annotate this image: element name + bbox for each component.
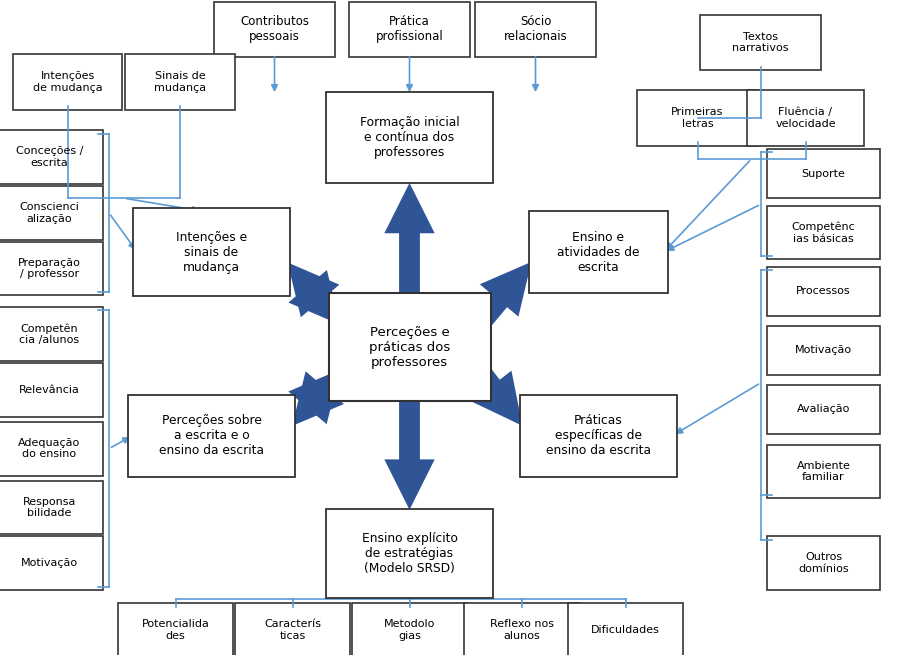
Text: Processos: Processos [796, 286, 850, 297]
Text: Sinais de
mudança: Sinais de mudança [154, 71, 206, 92]
FancyBboxPatch shape [13, 54, 122, 109]
Text: Relevância: Relevância [19, 384, 80, 395]
FancyBboxPatch shape [475, 2, 596, 58]
FancyBboxPatch shape [520, 394, 677, 477]
FancyBboxPatch shape [0, 130, 103, 184]
FancyBboxPatch shape [0, 307, 103, 361]
Text: Suporte: Suporte [802, 168, 845, 179]
Text: Fluência /
velocidade: Fluência / velocidade [775, 107, 836, 128]
FancyBboxPatch shape [529, 211, 668, 293]
FancyBboxPatch shape [747, 90, 864, 146]
FancyBboxPatch shape [0, 422, 103, 476]
FancyBboxPatch shape [214, 2, 335, 58]
Text: Textos
narrativos: Textos narrativos [733, 32, 788, 53]
FancyBboxPatch shape [464, 603, 580, 655]
FancyBboxPatch shape [767, 149, 880, 198]
FancyBboxPatch shape [0, 363, 103, 417]
FancyBboxPatch shape [327, 510, 493, 597]
FancyBboxPatch shape [767, 206, 880, 259]
FancyBboxPatch shape [125, 54, 235, 109]
FancyBboxPatch shape [328, 293, 491, 401]
FancyBboxPatch shape [637, 90, 758, 146]
Text: Avaliação: Avaliação [796, 404, 850, 415]
Text: Práticas
específicas de
ensino da escrita: Práticas específicas de ensino da escrit… [546, 414, 651, 457]
Text: Dificuldades: Dificuldades [591, 625, 660, 635]
Text: Reflexo nos
alunos: Reflexo nos alunos [490, 620, 554, 641]
FancyBboxPatch shape [118, 603, 233, 655]
FancyBboxPatch shape [767, 445, 880, 498]
Text: Conceções /
escrita: Conceções / escrita [16, 147, 83, 168]
Text: Prática
profissional: Prática profissional [375, 16, 444, 43]
Text: Intenções e
sinais de
mudança: Intenções e sinais de mudança [176, 231, 248, 274]
FancyBboxPatch shape [767, 267, 880, 316]
Text: Motivação: Motivação [795, 345, 852, 356]
Text: Perceções sobre
a escrita e o
ensino da escrita: Perceções sobre a escrita e o ensino da … [159, 414, 264, 457]
FancyBboxPatch shape [767, 385, 880, 434]
Text: Adequação
do ensino: Adequação do ensino [18, 438, 81, 459]
FancyBboxPatch shape [700, 14, 821, 70]
FancyBboxPatch shape [349, 2, 470, 58]
Text: Perceções e
práticas dos
professores: Perceções e práticas dos professores [369, 326, 450, 369]
Text: Conscienci
alização: Conscienci alização [20, 202, 79, 223]
Text: Outros
domínios: Outros domínios [798, 553, 849, 574]
FancyBboxPatch shape [352, 603, 467, 655]
Text: Ensino e
atividades de
escrita: Ensino e atividades de escrita [557, 231, 640, 274]
FancyBboxPatch shape [767, 536, 880, 590]
FancyBboxPatch shape [767, 326, 880, 375]
Text: Motivação: Motivação [21, 558, 78, 569]
Text: Primeiras
letras: Primeiras letras [671, 107, 724, 128]
Text: Preparação
/ professor: Preparação / professor [18, 258, 81, 279]
Text: Responsa
bilidade: Responsa bilidade [22, 497, 76, 518]
Text: Contributos
pessoais: Contributos pessoais [240, 16, 309, 43]
Text: Competên
cia /alunos: Competên cia /alunos [20, 323, 79, 345]
FancyBboxPatch shape [0, 186, 103, 240]
Text: Sócio
relacionais: Sócio relacionais [504, 16, 567, 43]
Text: Intenções
de mudança: Intenções de mudança [32, 71, 103, 92]
Text: Caracterís
ticas: Caracterís ticas [264, 620, 321, 641]
Text: Potencialida
des: Potencialida des [141, 620, 210, 641]
FancyBboxPatch shape [128, 394, 295, 477]
Text: Competênc
ias básicas: Competênc ias básicas [792, 221, 855, 244]
Text: Ambiente
familiar: Ambiente familiar [796, 461, 850, 482]
FancyBboxPatch shape [568, 603, 683, 655]
FancyBboxPatch shape [0, 536, 103, 590]
FancyBboxPatch shape [0, 481, 103, 534]
Text: Formação inicial
e contínua dos
professores: Formação inicial e contínua dos professo… [360, 116, 459, 159]
FancyBboxPatch shape [235, 603, 350, 655]
FancyBboxPatch shape [132, 208, 290, 296]
Text: Metodolo
gias: Metodolo gias [383, 620, 436, 641]
Text: Ensino explícito
de estratégias
(Modelo SRSD): Ensino explícito de estratégias (Modelo … [362, 532, 457, 575]
FancyBboxPatch shape [0, 242, 103, 295]
FancyBboxPatch shape [327, 92, 493, 183]
